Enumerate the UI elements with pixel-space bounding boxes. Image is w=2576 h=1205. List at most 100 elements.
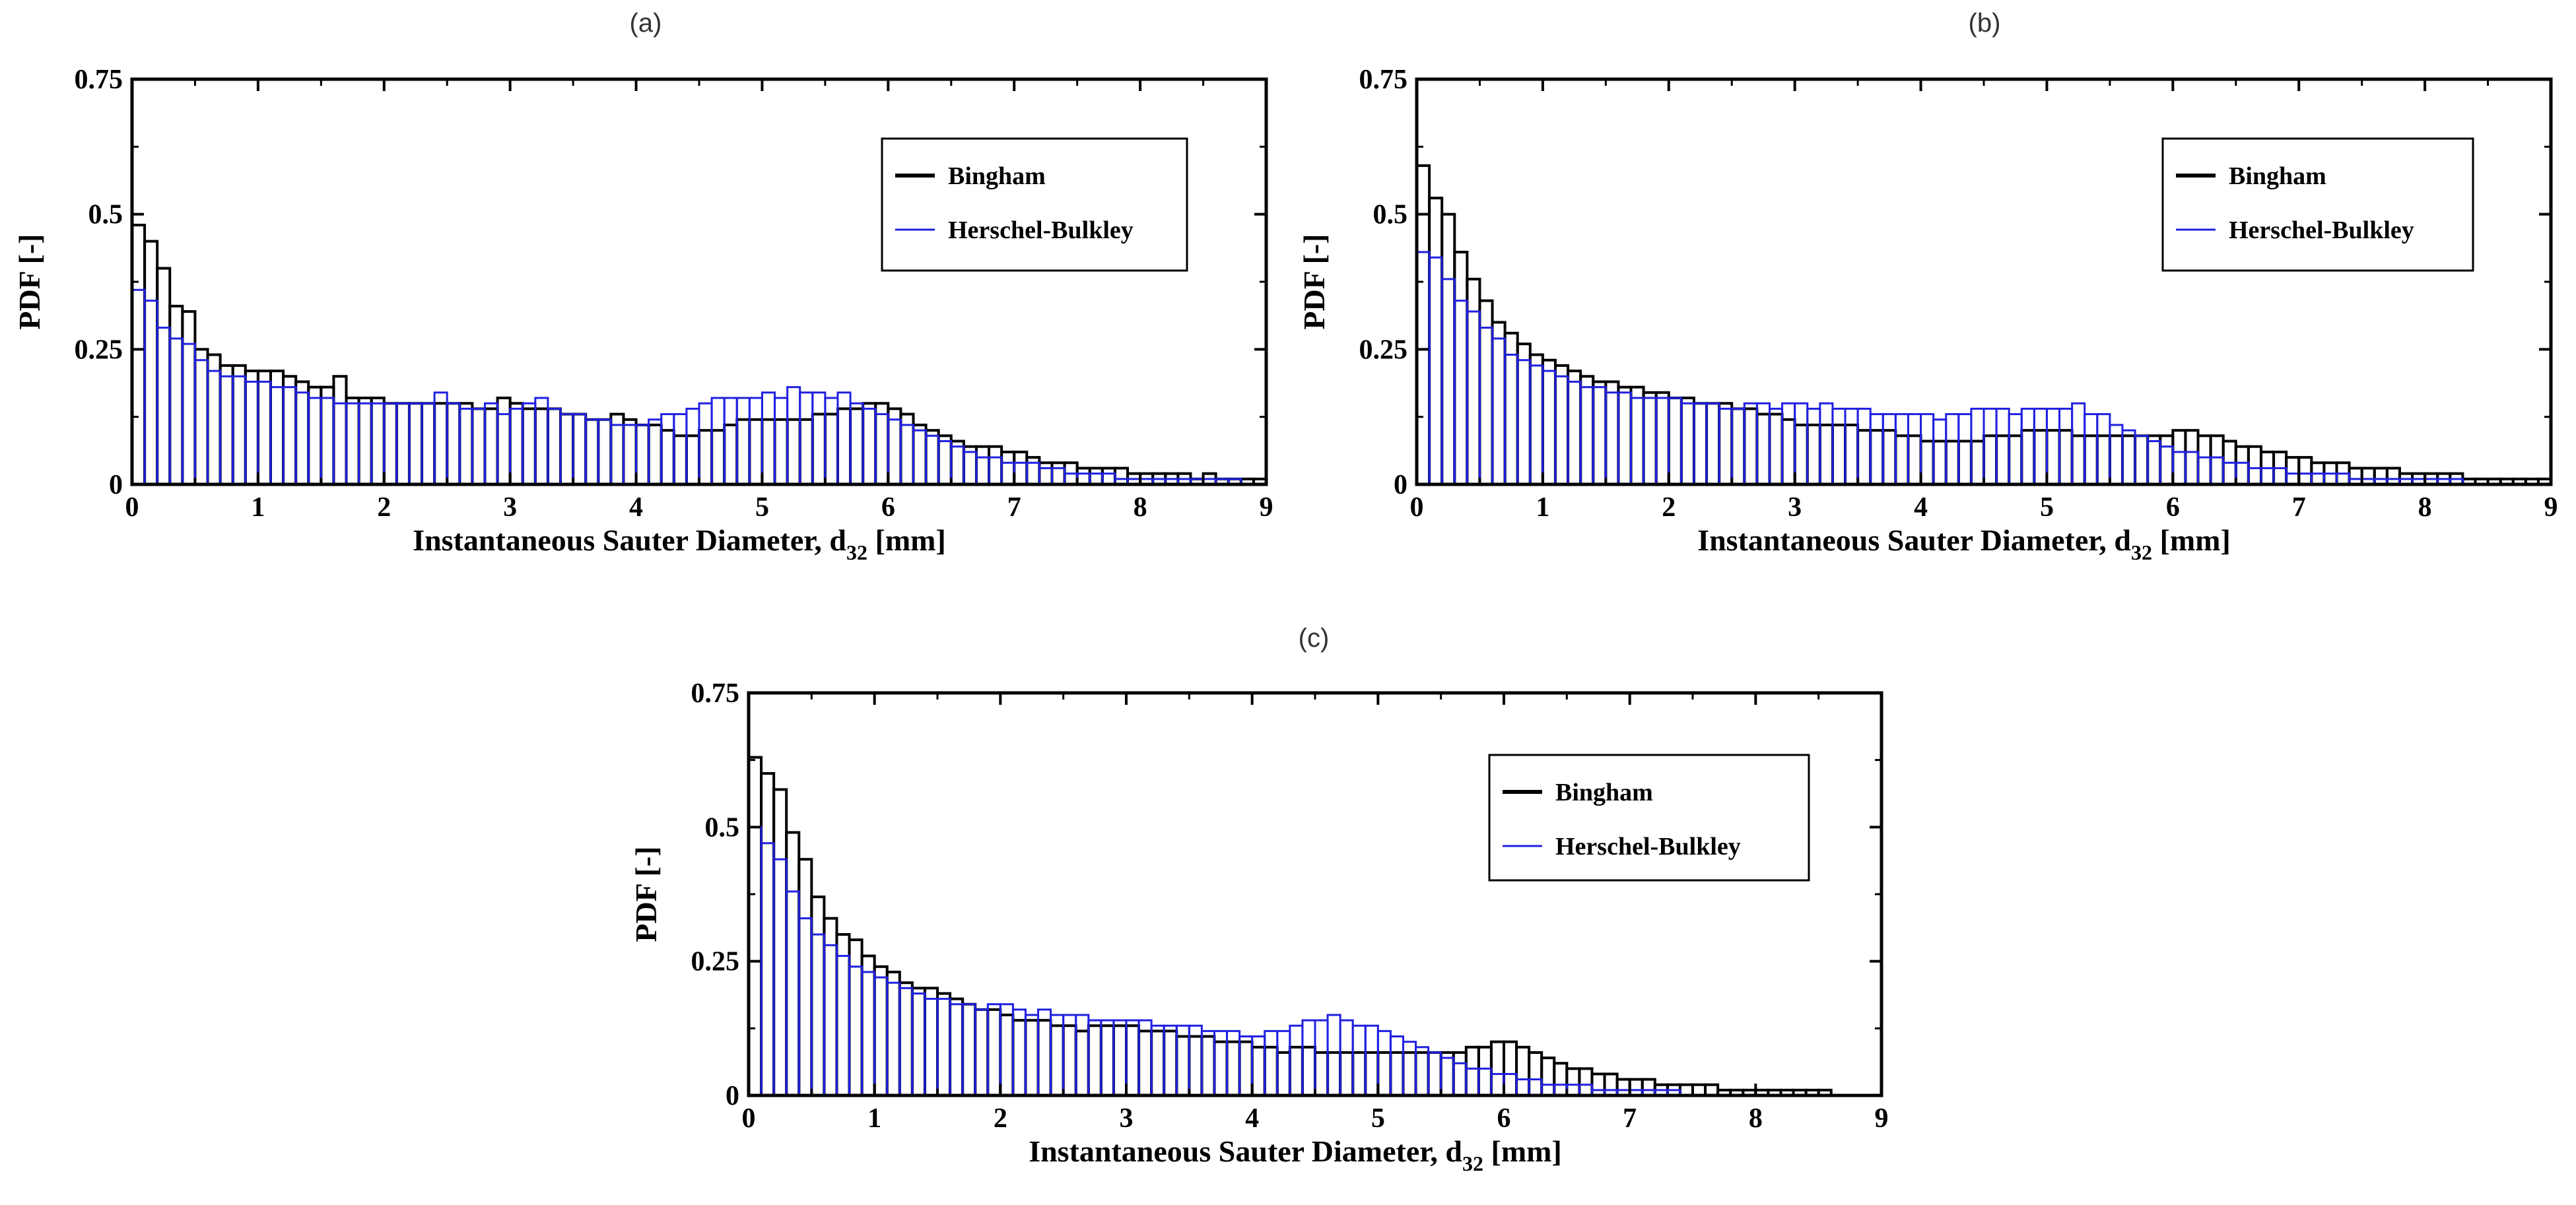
bar — [975, 456, 990, 486]
bar — [1414, 1051, 1430, 1097]
x-axis-title: Instantaneous Sauter Diameter, d32 [mm] — [413, 523, 946, 564]
y-tick-label: 0.5 — [1373, 200, 1408, 230]
bar — [1402, 1041, 1417, 1097]
bar — [1679, 397, 1695, 486]
bar — [1603, 1072, 1619, 1097]
bar — [458, 407, 473, 486]
bar — [849, 402, 864, 486]
bar — [1604, 391, 1619, 486]
bar — [1705, 402, 1721, 486]
bar — [294, 380, 310, 486]
bar — [2096, 413, 2111, 486]
bar — [1932, 418, 1948, 486]
bar — [1567, 380, 1582, 486]
bar — [861, 971, 876, 1097]
y-tick-label: 0.25 — [691, 947, 740, 977]
bar — [2045, 429, 2061, 486]
bar — [1768, 412, 1784, 486]
x-axis-title-subscript: 32 — [1462, 1152, 1483, 1175]
bar — [773, 418, 789, 486]
bar — [534, 397, 549, 486]
bar — [2146, 440, 2161, 486]
bar — [370, 397, 386, 486]
bar — [747, 756, 763, 1097]
bar — [206, 353, 222, 486]
bar — [1339, 1051, 1355, 1097]
bar — [710, 429, 726, 486]
bar — [622, 418, 638, 486]
bar — [332, 402, 348, 486]
bar — [1806, 407, 1821, 486]
bar — [949, 1003, 964, 1097]
bar — [1200, 1029, 1215, 1097]
bar — [811, 391, 827, 486]
bar — [1088, 467, 1104, 486]
bar — [533, 407, 549, 486]
bar — [936, 992, 952, 1097]
bar — [936, 998, 951, 1097]
bar — [988, 456, 1003, 486]
bar — [1755, 402, 1771, 486]
y-tick-label: 0.75 — [691, 678, 740, 709]
bar — [2083, 434, 2099, 486]
x-tick-label: 7 — [1007, 492, 1021, 523]
bar — [1894, 413, 1909, 486]
bar — [1590, 1072, 1606, 1097]
bar — [1478, 327, 1494, 486]
bar — [1617, 385, 1633, 486]
bar — [873, 976, 889, 1097]
x-tick-label: 8 — [1749, 1103, 1763, 1134]
x-axis-title-unit: [mm] — [867, 523, 946, 557]
bar — [873, 965, 889, 1097]
bar — [1137, 1029, 1153, 1097]
y-tick-label: 0 — [726, 1081, 739, 1111]
y-axis-title: PDF [-] — [629, 846, 663, 942]
bar — [774, 397, 789, 486]
bar — [1630, 397, 1645, 486]
bar — [1452, 1062, 1468, 1097]
bar — [1113, 467, 1130, 486]
bar — [1075, 467, 1091, 486]
bar — [256, 370, 272, 486]
bar — [848, 965, 864, 1097]
bar — [2058, 407, 2074, 486]
bar — [798, 418, 814, 486]
bar — [345, 402, 360, 486]
bar — [1415, 251, 1431, 486]
bar — [1869, 429, 1885, 486]
legend-box — [2161, 137, 2474, 272]
bar — [910, 987, 926, 1097]
bar — [1213, 1040, 1229, 1097]
bar — [2171, 451, 2186, 486]
legend: Bingham Herschel-Bulkley — [881, 137, 1188, 272]
bar — [332, 375, 348, 486]
bar — [1000, 450, 1016, 486]
bar — [1150, 1029, 1166, 1097]
bar — [899, 424, 915, 486]
bar — [471, 407, 487, 486]
bar — [710, 397, 726, 486]
bar — [963, 451, 978, 486]
bar — [1491, 321, 1507, 486]
bar — [999, 1014, 1015, 1097]
bar — [1654, 391, 1670, 486]
bar — [1528, 1078, 1543, 1097]
bar — [974, 445, 991, 486]
bar — [1516, 342, 1532, 486]
bar — [1856, 429, 1872, 486]
bar — [1542, 370, 1557, 486]
bar — [723, 397, 738, 486]
bar — [1200, 1035, 1216, 1097]
bar — [961, 1002, 977, 1097]
bar — [433, 391, 448, 486]
bar — [572, 412, 588, 486]
bar — [2209, 434, 2225, 486]
panel-label: (b) — [1969, 9, 2001, 38]
x-tick-label: 5 — [2040, 492, 2054, 523]
bar — [885, 970, 901, 1097]
bar — [836, 407, 852, 486]
bar — [471, 407, 486, 486]
bar — [2033, 407, 2048, 486]
x-tick-label: 3 — [1120, 1103, 1134, 1134]
bar — [483, 407, 499, 486]
